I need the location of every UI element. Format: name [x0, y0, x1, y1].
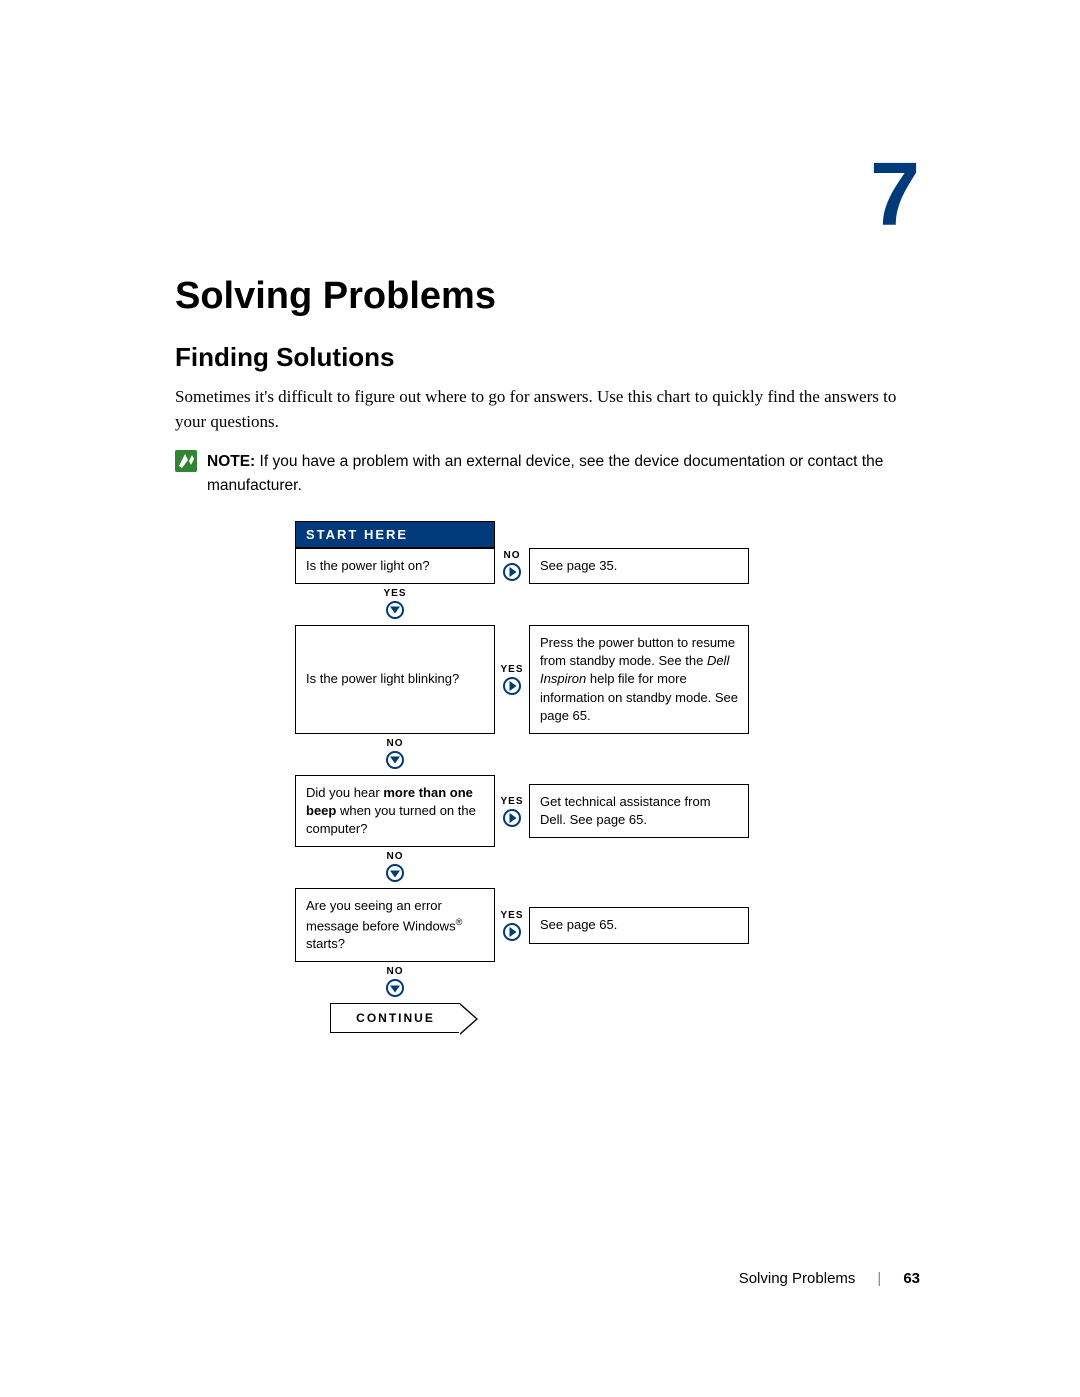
page-footer: Solving Problems | 63	[739, 1270, 920, 1287]
flow-question: Did you hear more than one beep when you…	[295, 775, 495, 848]
flow-answer: See page 65.	[529, 907, 749, 943]
arrow-down-icon	[386, 864, 404, 882]
flow-start-bar: START HERE	[295, 521, 495, 548]
note-icon	[175, 450, 197, 472]
arrow-right-icon	[503, 563, 521, 581]
flow-step: Are you seeing an error message before W…	[295, 888, 875, 962]
q-pre: Are you seeing an error message before W…	[306, 898, 456, 933]
intro-paragraph: Sometimes it's difficult to figure out w…	[175, 385, 920, 434]
down-label: NO	[387, 738, 404, 749]
flow-down-connector: YES	[295, 584, 495, 625]
footer-page-number: 63	[903, 1270, 920, 1287]
down-label: NO	[387, 851, 404, 862]
answer-pre: Press the power button to resume from st…	[540, 635, 735, 668]
troubleshooting-flowchart: START HERE Is the power light on? NO See…	[295, 521, 875, 1034]
note-block: NOTE: If you have a problem with an exte…	[175, 450, 920, 497]
flow-answer: Get technical assistance from Dell. See …	[529, 784, 749, 838]
arrow-down-icon	[386, 601, 404, 619]
arrow-down-icon	[386, 751, 404, 769]
down-label: NO	[387, 966, 404, 977]
flow-branch-label: YES	[501, 775, 523, 848]
flow-step: Is the power light blinking? YES Press t…	[295, 625, 875, 734]
flow-branch-label: NO	[501, 548, 523, 584]
footer-section: Solving Problems	[739, 1270, 856, 1287]
branch-text: YES	[501, 796, 524, 807]
continue-label: CONTINUE	[356, 1011, 435, 1025]
down-label: YES	[383, 588, 406, 599]
flow-down-connector: NO	[295, 847, 495, 888]
arrow-right-icon	[503, 923, 521, 941]
section-heading: Finding Solutions	[175, 342, 920, 373]
continue-arrow: CONTINUE	[330, 1003, 460, 1033]
arrow-right-icon	[503, 677, 521, 695]
flow-answer: Press the power button to resume from st…	[529, 625, 749, 734]
note-body: If you have a problem with an external d…	[207, 453, 883, 493]
flow-question: Is the power light on?	[295, 548, 495, 584]
registered-mark: ®	[456, 917, 463, 927]
note-text: NOTE: If you have a problem with an exte…	[207, 450, 920, 497]
flow-step: Did you hear more than one beep when you…	[295, 775, 875, 848]
flow-question: Is the power light blinking?	[295, 625, 495, 734]
flow-down-connector: NO	[295, 734, 495, 775]
flow-step: Is the power light on? NO See page 35.	[295, 548, 875, 584]
page-title: Solving Problems	[175, 275, 920, 318]
arrow-down-icon	[386, 979, 404, 997]
branch-text: YES	[501, 910, 524, 921]
note-label: NOTE:	[207, 453, 255, 470]
q-post: starts?	[306, 936, 345, 951]
flow-question: Are you seeing an error message before W…	[295, 888, 495, 962]
arrow-right-icon	[503, 809, 521, 827]
flow-continue: CONTINUE	[295, 1003, 495, 1033]
branch-text: NO	[504, 550, 521, 561]
flow-down-connector: NO	[295, 962, 495, 1003]
q-pre: Did you hear	[306, 785, 383, 800]
branch-text: YES	[501, 664, 524, 675]
flow-branch-label: YES	[501, 888, 523, 962]
flow-branch-label: YES	[501, 625, 523, 734]
footer-separator: |	[877, 1270, 881, 1287]
flow-answer: See page 35.	[529, 548, 749, 584]
chapter-number: 7	[870, 150, 920, 240]
